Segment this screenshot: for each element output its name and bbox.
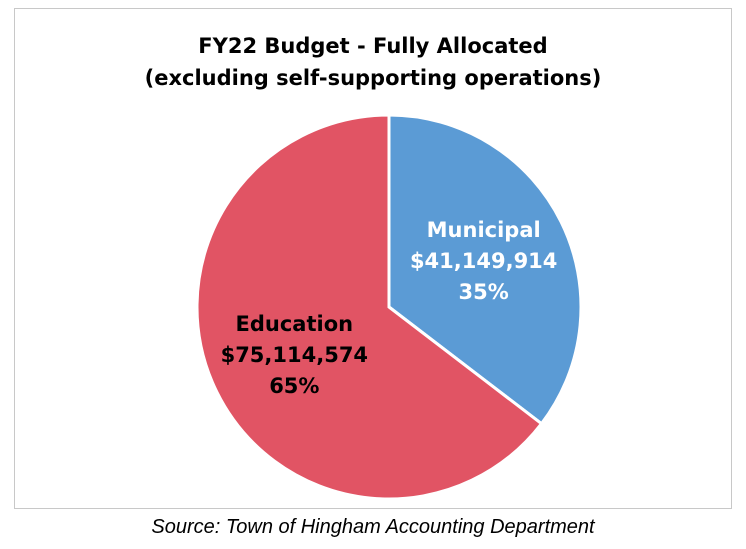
source-note: Source: Town of Hingham Accounting Depar… <box>151 516 595 538</box>
pie-slice-municipal <box>387 113 583 426</box>
slice-label-name: Municipal <box>427 218 541 242</box>
slice-label-percent: 65% <box>269 374 319 398</box>
chart-subtitle: (excluding self-supporting operations) <box>144 66 602 90</box>
chart-title: FY22 Budget - Fully Allocated <box>198 34 548 58</box>
slice-label-percent: 35% <box>459 280 509 304</box>
slice-label-value: $75,114,574 <box>221 343 368 367</box>
pie-slices <box>195 113 583 501</box>
slice-label-value: $41,149,914 <box>410 249 557 273</box>
pie-labels: Municipal $41,149,914 35% Education $75,114,… <box>221 218 558 398</box>
pie-slice-education <box>195 113 544 501</box>
slice-label-name: Education <box>236 312 354 336</box>
